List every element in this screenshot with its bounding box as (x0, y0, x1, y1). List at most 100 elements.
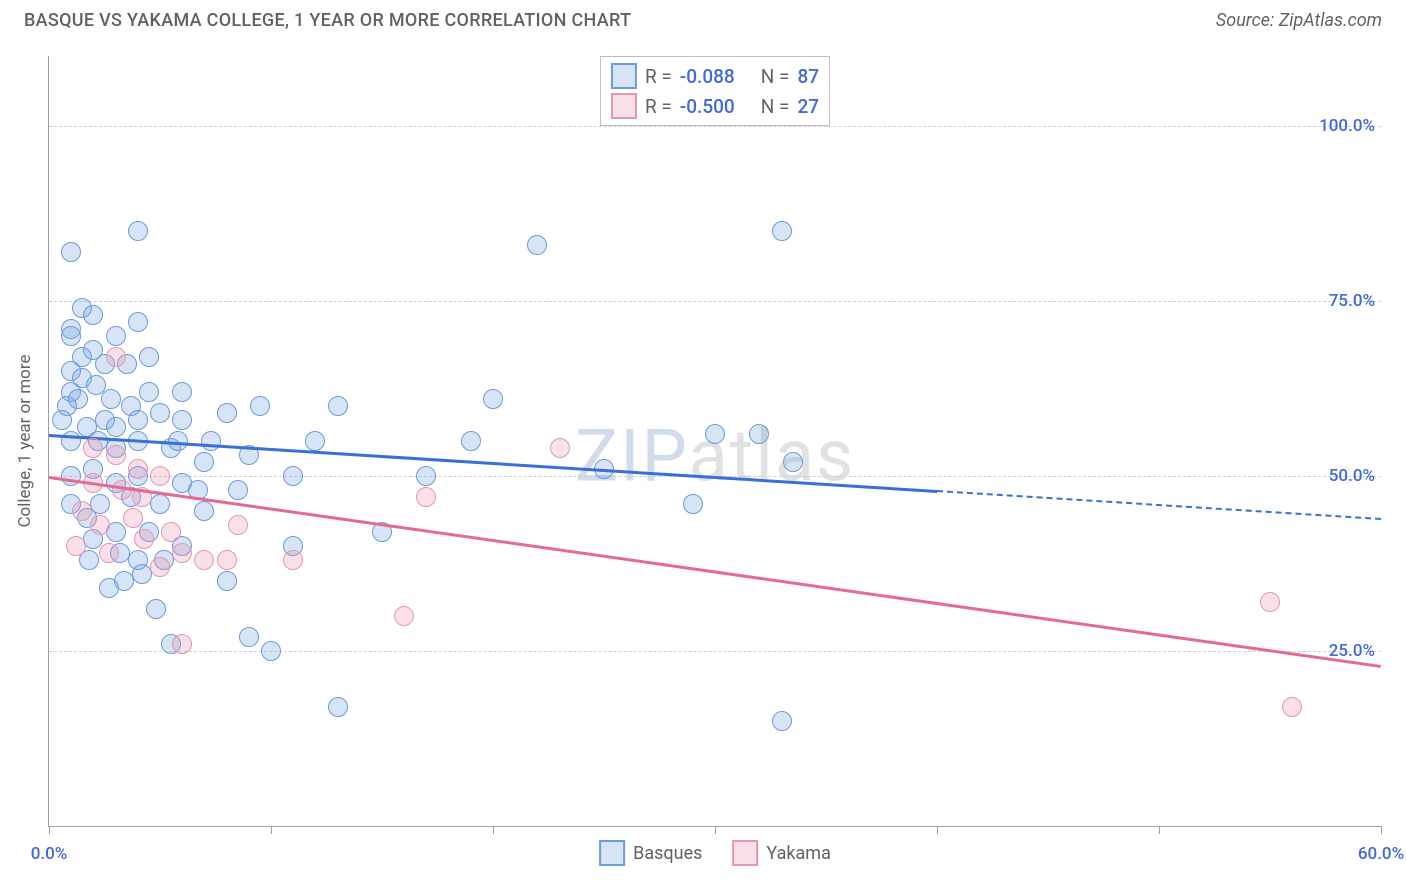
x-tick (271, 826, 272, 834)
data-point-basques (305, 431, 325, 451)
chart-title: BASQUE VS YAKAMA COLLEGE, 1 YEAR OR MORE… (24, 10, 631, 31)
data-point-basques (239, 627, 259, 647)
stats-n-label: N = (761, 95, 790, 118)
data-point-basques (128, 410, 148, 430)
stats-r-value: -0.500 (680, 95, 735, 118)
watermark-part1: ZIP (575, 414, 689, 499)
data-point-basques (99, 578, 119, 598)
data-point-basques (783, 452, 803, 472)
gridline-h (49, 301, 1381, 302)
stats-row: R =-0.088N =87 (611, 61, 819, 91)
data-point-basques (61, 326, 81, 346)
data-point-basques (328, 396, 348, 416)
chart-source: Source: ZipAtlas.com (1216, 10, 1382, 31)
stats-r-label: R = (645, 95, 672, 118)
y-tick-label: 50.0% (1329, 466, 1375, 486)
x-tick (715, 826, 716, 834)
data-point-basques (139, 382, 159, 402)
data-point-yakama (150, 466, 170, 486)
data-point-basques (83, 305, 103, 325)
data-point-basques (128, 312, 148, 332)
data-point-yakama (128, 459, 148, 479)
data-point-yakama (72, 501, 92, 521)
data-point-basques (172, 382, 192, 402)
data-point-yakama (228, 515, 248, 535)
data-point-basques (461, 431, 481, 451)
data-point-basques (527, 235, 547, 255)
stats-n-value: 87 (797, 65, 819, 88)
data-point-yakama (1260, 592, 1280, 612)
data-point-yakama (106, 445, 126, 465)
data-point-basques (106, 326, 126, 346)
x-tick (493, 826, 494, 834)
plot-area: College, 1 year or more ZIPatlas R =-0.0… (48, 56, 1381, 827)
correlation-stats-box: R =-0.088N =87R =-0.500N =27 (600, 56, 830, 126)
legend-item-basques: Basques (599, 840, 702, 866)
stats-swatch (611, 93, 637, 119)
y-tick-label: 75.0% (1329, 291, 1375, 311)
y-tick-label: 100.0% (1319, 116, 1375, 136)
gridline-h (49, 651, 1381, 652)
data-point-yakama (416, 487, 436, 507)
stats-n-label: N = (761, 65, 790, 88)
data-point-basques (201, 431, 221, 451)
data-point-basques (772, 221, 792, 241)
data-point-basques (146, 599, 166, 619)
data-point-yakama (83, 438, 103, 458)
data-point-yakama (172, 543, 192, 563)
data-point-basques (90, 494, 110, 514)
data-point-yakama (194, 550, 214, 570)
data-point-basques (483, 389, 503, 409)
legend-swatch (732, 840, 758, 866)
data-point-yakama (217, 550, 237, 570)
data-point-basques (250, 396, 270, 416)
data-point-basques (139, 347, 159, 367)
legend-swatch (599, 840, 625, 866)
y-axis-title: College, 1 year or more (15, 354, 35, 527)
data-point-yakama (106, 347, 126, 367)
data-point-basques (772, 711, 792, 731)
data-point-basques (68, 389, 88, 409)
data-point-yakama (394, 606, 414, 626)
data-point-basques (749, 424, 769, 444)
data-point-basques (128, 221, 148, 241)
x-tick-label: 0.0% (31, 844, 68, 864)
x-tick (937, 826, 938, 834)
legend-label: Yakama (766, 843, 830, 864)
legend-item-yakama: Yakama (732, 840, 830, 866)
x-tick-label: 60.0% (1358, 844, 1404, 864)
gridline-h (49, 126, 1381, 127)
data-point-yakama (134, 529, 154, 549)
data-point-basques (705, 424, 725, 444)
data-point-basques (217, 403, 237, 423)
data-point-basques (52, 410, 72, 430)
data-point-basques (416, 466, 436, 486)
data-point-yakama (150, 557, 170, 577)
stats-n-value: 27 (797, 95, 819, 118)
data-point-yakama (172, 634, 192, 654)
data-point-yakama (283, 550, 303, 570)
x-tick (49, 826, 50, 834)
data-point-basques (101, 389, 121, 409)
data-point-basques (106, 417, 126, 437)
legend-label: Basques (633, 843, 702, 864)
data-point-basques (172, 410, 192, 430)
data-point-basques (194, 501, 214, 521)
stats-swatch (611, 63, 637, 89)
data-point-basques (150, 403, 170, 423)
data-point-basques (61, 242, 81, 262)
x-tick (1381, 826, 1382, 834)
data-point-yakama (99, 543, 119, 563)
legend: Basques Yakama (599, 840, 831, 866)
data-point-basques (150, 494, 170, 514)
data-point-yakama (1282, 697, 1302, 717)
data-point-yakama (161, 522, 181, 542)
stats-row: R = -0.500 N = 27 (611, 91, 819, 121)
stats-r-label: R = (645, 65, 672, 88)
data-point-yakama (123, 508, 143, 528)
chart-header: BASQUE VS YAKAMA COLLEGE, 1 YEAR OR MORE… (0, 0, 1406, 41)
data-point-basques (217, 571, 237, 591)
trendline-extrapolated (937, 490, 1381, 520)
data-point-yakama (550, 438, 570, 458)
data-point-basques (228, 480, 248, 500)
